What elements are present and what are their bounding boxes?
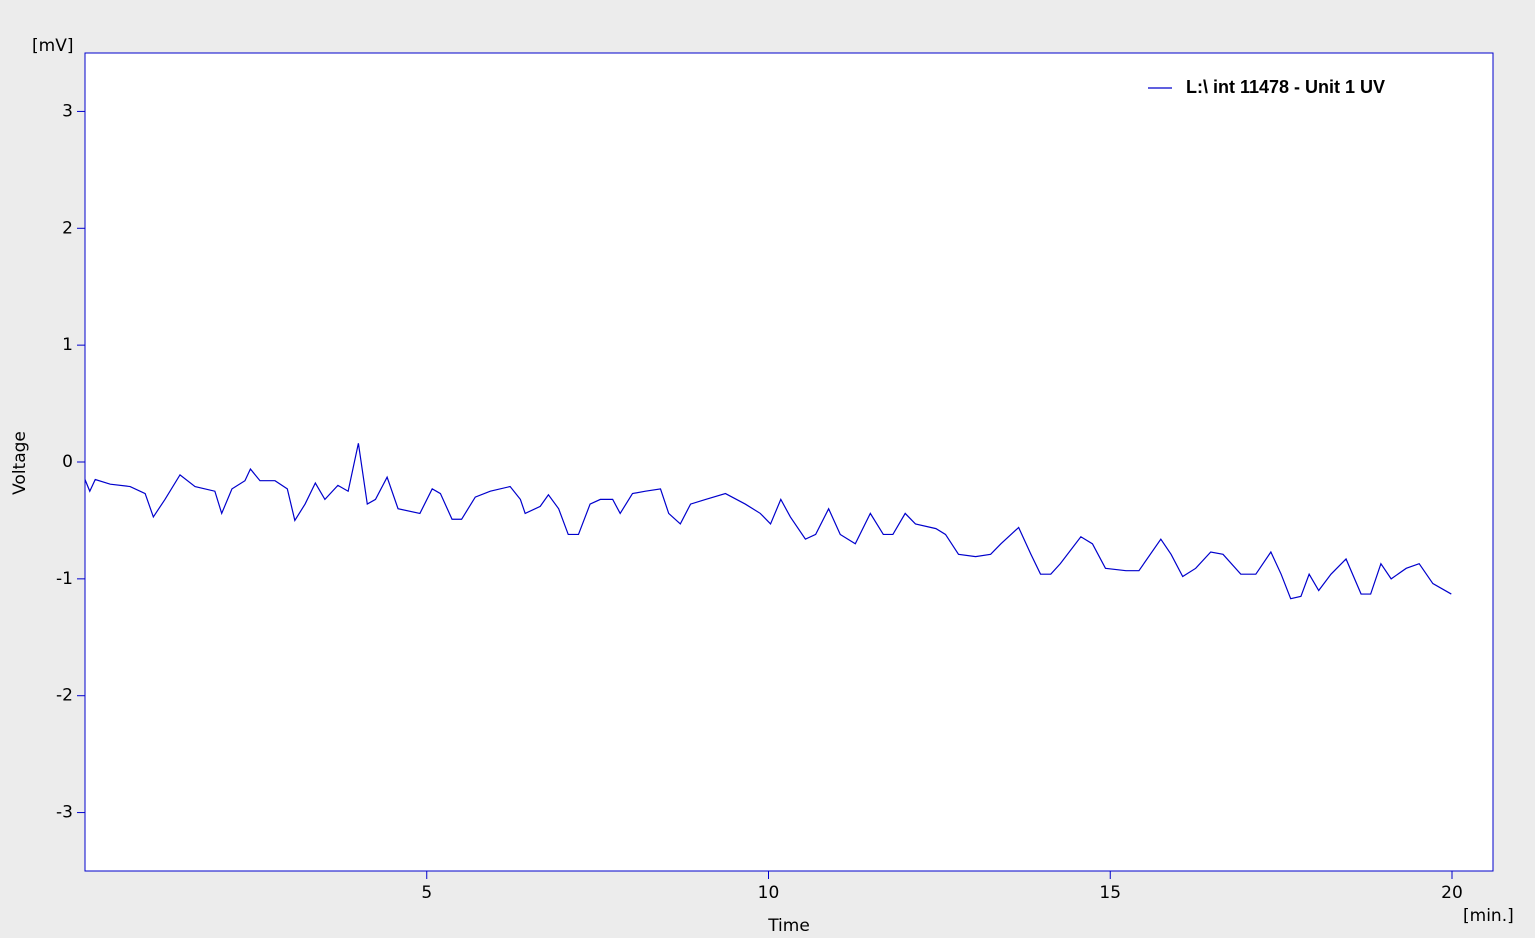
y-tick-label: -1 <box>56 569 73 589</box>
x-unit: [min.] <box>1463 906 1514 926</box>
data-line <box>84 443 1452 600</box>
x-tick-label: 10 <box>758 883 780 903</box>
plot-area <box>84 52 1494 872</box>
y-tick-label: -3 <box>56 803 73 823</box>
x-tick-label: 15 <box>1099 883 1121 903</box>
y-tick-label: 0 <box>62 452 73 472</box>
y-tick-label: -2 <box>56 686 73 706</box>
y-tick-label: 3 <box>62 101 73 121</box>
legend-label: L:\ int 11478 - Unit 1 UV <box>1186 77 1385 97</box>
x-axis-label: Time <box>767 916 810 936</box>
y-tick-label: 1 <box>62 335 73 355</box>
y-axis-label: Voltage <box>10 431 30 495</box>
y-tick-label: 2 <box>62 218 73 238</box>
x-tick-label: 20 <box>1441 883 1463 903</box>
y-unit: [mV] <box>32 36 73 56</box>
x-tick-label: 5 <box>421 883 432 903</box>
